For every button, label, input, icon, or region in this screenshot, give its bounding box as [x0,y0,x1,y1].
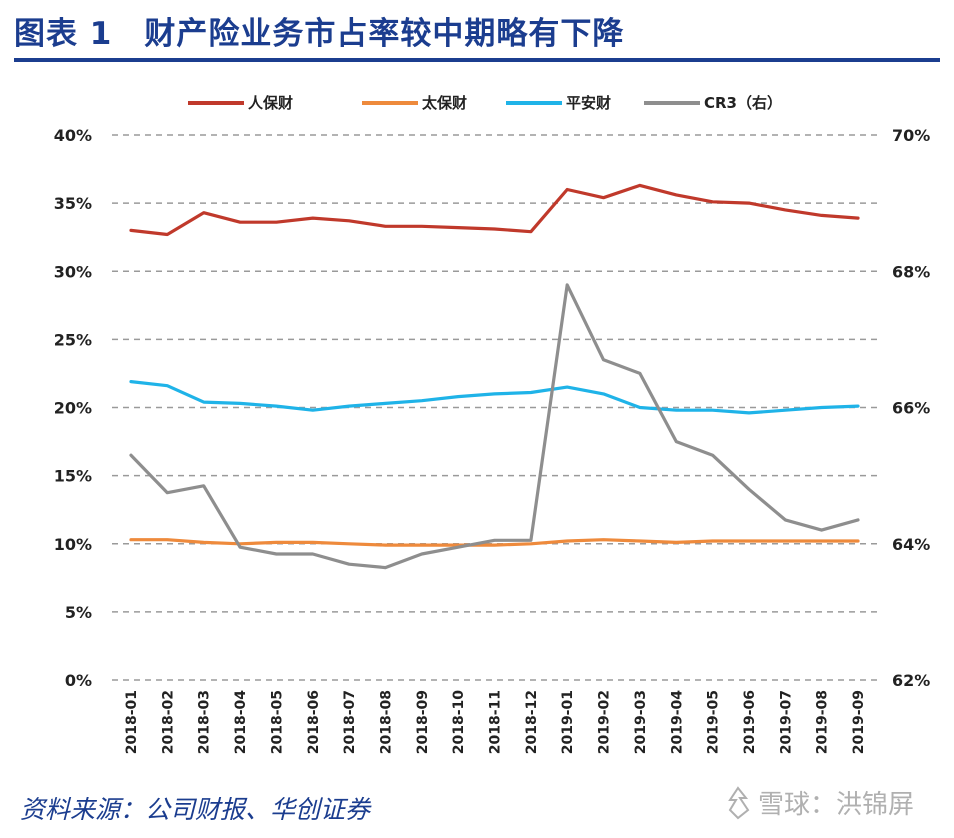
chart-svg: 0% 5% 10% 15% 20% 25% 30% 35% 40% 62% 64% 66% 68% 70%… [54,94,931,755]
watermark: 雪球：洪锦屏 [726,784,914,821]
y-tick-right: 64% [892,535,930,554]
y-tick-left: 0% [65,671,92,690]
y-tick-right: 68% [892,262,930,281]
series-line-4 [129,283,860,570]
source-note: 资料来源：公司财报、华创证券 [20,795,371,824]
x-tick-label: 2018-03 [197,690,213,754]
y-tick-right: 70% [892,126,930,145]
x-tick-label: 2018-06 [306,690,322,754]
legend-label: 平安财 [566,94,611,112]
x-tick-label: 2018-05 [269,690,285,754]
y-tick-left: 10% [54,535,92,554]
x-tick-label: 2019-06 [742,690,758,754]
legend-label: 太保财 [422,94,467,112]
x-tick-label: 2019-07 [778,690,794,754]
x-tick-label: 2018-01 [124,690,140,754]
title-rule [14,58,940,62]
x-tick-label: 2019-02 [597,690,613,754]
x-tick-label: 2018-02 [160,690,176,754]
x-tick-label: 2018-12 [524,690,540,754]
x-tick-label: 2018-07 [342,690,358,754]
y-tick-left: 5% [65,603,92,622]
series-line-2 [129,538,860,547]
series-line-3 [129,380,860,415]
figure-title: 图表 1 财产险业务市占率较中期略有下降 [14,16,625,52]
x-tick-label: 2018-11 [488,690,504,754]
x-tick-label: 2019-03 [633,690,649,754]
y-tick-left: 40% [54,126,92,145]
legend-label: 人保财 [248,94,293,112]
y-tick-right: 66% [892,399,930,418]
x-tick-label: 2018-08 [378,690,394,754]
series-line-1 [129,183,860,237]
x-tick-label: 2019-09 [851,690,867,754]
x-tick-label: 2018-09 [415,690,431,754]
y-tick-left: 15% [54,467,92,486]
x-tick-label: 2019-05 [706,690,722,754]
y-tick-left: 20% [54,399,92,418]
x-tick-label: 2018-10 [451,690,467,755]
y-tick-left: 25% [54,330,92,349]
snowball-logo-icon [728,785,750,819]
y-tick-left: 30% [54,262,92,281]
x-tick-label: 2019-08 [815,690,831,754]
y-tick-left: 35% [54,194,92,213]
legend-label: CR3（右） [704,94,782,112]
x-tick-label: 2018-04 [233,690,249,755]
y-tick-right: 62% [892,671,930,690]
x-tick-label: 2019-01 [560,690,576,754]
watermark-text: 雪球：洪锦屏 [758,790,915,820]
x-tick-label: 2019-04 [669,690,685,755]
